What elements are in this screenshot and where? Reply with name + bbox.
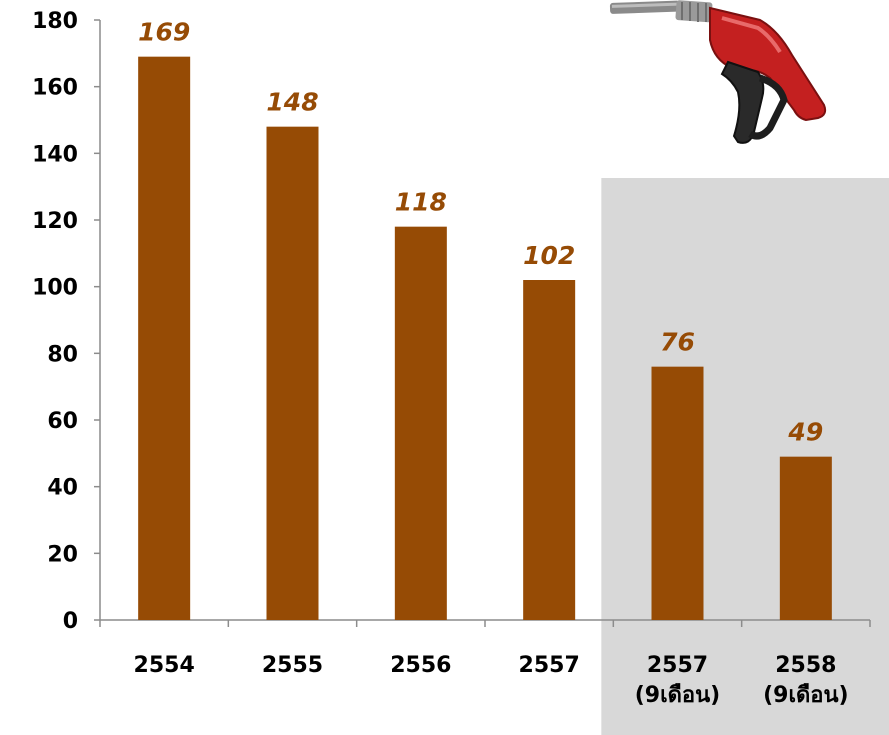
data-label: 148 [266,88,318,117]
bars [138,56,832,621]
y-tick-label: 0 [63,609,78,634]
highlight-region [601,178,889,735]
category-label: 2556 [390,653,451,678]
y-tick-label: 160 [32,76,78,101]
bar [266,126,319,621]
bar [779,456,832,620]
category-label: 2554 [134,653,195,678]
y-tick-label: 140 [32,142,78,167]
y-tick-label: 120 [32,209,78,234]
fuel-nozzle-icon [609,0,827,144]
category-label: 2555 [262,653,323,678]
y-tick-label: 40 [47,476,78,501]
bar [523,280,576,620]
bar [651,366,704,620]
y-tick-label: 100 [32,276,78,301]
category-label: 2557 (9เดือน) [635,653,720,708]
category-label: 2557 [519,653,580,678]
data-label: 49 [787,418,823,447]
y-tick-label: 60 [47,409,78,434]
bar [138,56,191,620]
axes: 0 20 40 60 80 100 120 140 160 180 [32,9,871,634]
data-label: 102 [523,241,575,270]
category-label: 2558 (9เดือน) [763,653,848,708]
y-tick-label: 180 [32,9,78,34]
labels: 169 2554 148 2555 118 2556 102 2557 76 2557 (9เดือ… [134,18,849,708]
data-label: 76 [660,328,695,357]
bar [394,226,447,620]
data-label: 118 [395,188,447,217]
y-tick-label: 20 [47,542,78,567]
data-label: 169 [138,18,190,47]
y-tick-label: 80 [47,342,78,367]
